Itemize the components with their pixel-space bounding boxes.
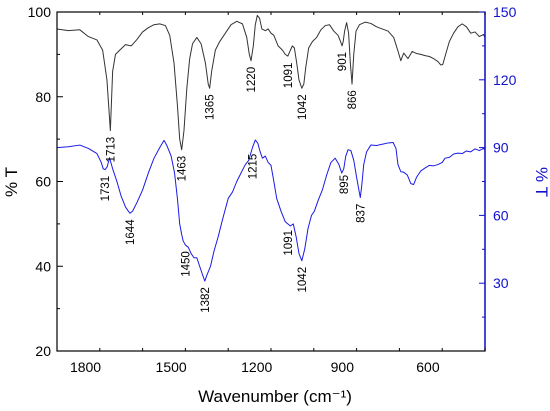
plot-area xyxy=(57,12,485,351)
x-tick-label: 900 xyxy=(331,359,355,375)
y-right-tick-label: 60 xyxy=(493,207,509,223)
peak-label: 1215 xyxy=(248,154,260,180)
x-tick-label: 600 xyxy=(416,359,440,375)
x-axis-title: Wavenumber (cm⁻¹) xyxy=(198,387,352,406)
y-right-tick-label: 90 xyxy=(493,140,509,156)
peak-label: 1382 xyxy=(200,287,212,313)
y-left-tick-label: 20 xyxy=(35,343,51,359)
x-tick-label: 1500 xyxy=(156,359,187,375)
y-right-tick-label: 150 xyxy=(493,4,517,20)
peak-label: 1713 xyxy=(105,137,117,163)
y-axis-right-title: % T xyxy=(532,167,550,197)
peak-label: 1463 xyxy=(177,156,189,182)
x-tick-label: 1800 xyxy=(70,359,101,375)
peak-label: 1450 xyxy=(180,251,192,277)
axes-layer: 1800 1500 1200 900 600 20 40 60 80 100 30 60 90 120 15… xyxy=(28,4,517,375)
y-left-tick-label: 80 xyxy=(35,89,51,105)
peak-label: 1644 xyxy=(125,219,137,245)
y-right-tick-label: 120 xyxy=(493,72,517,88)
series-layer xyxy=(56,14,486,282)
peak-label: 1042 xyxy=(297,94,309,120)
y-left-tick-label: 100 xyxy=(28,4,52,20)
peak-label: 837 xyxy=(355,204,367,223)
y-axis-left-title: % T xyxy=(2,167,21,197)
peak-label: 1091 xyxy=(283,230,295,256)
x-tick-label: 1200 xyxy=(241,359,272,375)
peak-label: 866 xyxy=(347,90,359,109)
spectrum-series-2 xyxy=(56,139,486,282)
y-left-tick-label: 60 xyxy=(35,174,51,190)
peak-label: 1091 xyxy=(283,63,295,89)
peak-label: 901 xyxy=(337,52,349,71)
peak-label: 1365 xyxy=(205,94,217,120)
plot-background xyxy=(57,12,485,351)
y-left-tick-label: 40 xyxy=(35,258,51,274)
y-right-tick-label: 30 xyxy=(493,275,509,291)
spectrum-series-1 xyxy=(56,14,486,151)
peak-label: 1731 xyxy=(100,176,112,202)
peak-label: 1220 xyxy=(246,67,258,93)
peak-label: 895 xyxy=(339,175,351,194)
peak-label: 1042 xyxy=(297,267,309,293)
